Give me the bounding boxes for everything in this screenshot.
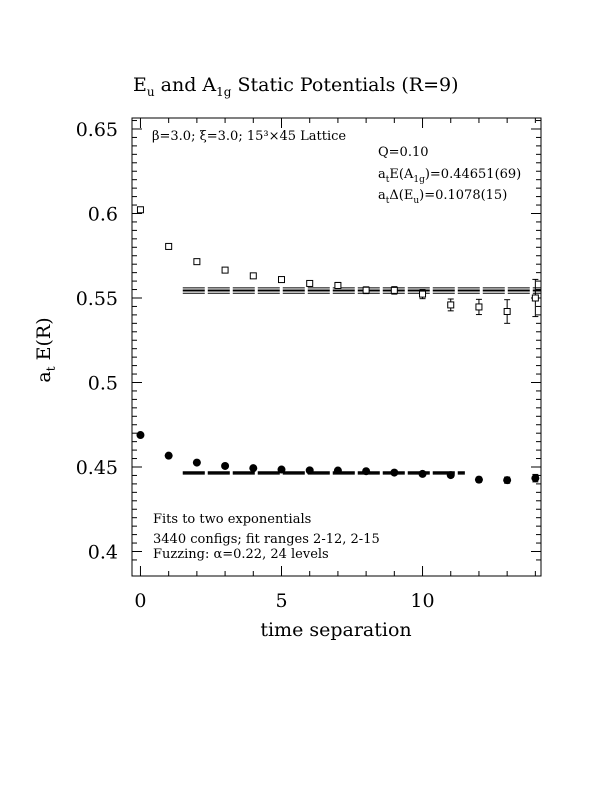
x-tick-label: 0 <box>134 590 146 612</box>
circle-point <box>474 475 483 484</box>
square-point <box>503 308 511 316</box>
circle-point <box>333 466 342 475</box>
y-tick-labels: 0.4 0.45 0.5 0.55 0.6 0.65 <box>76 119 118 564</box>
fuzzing-annotation: Fuzzing: α=0.22, 24 levels <box>153 547 329 562</box>
circle-point <box>418 469 427 478</box>
circle-point <box>277 465 286 474</box>
fits-annotation: Fits to two exponentials <box>153 512 311 527</box>
energy-annotation: atE(A1g)=0.44651(69) <box>378 167 521 185</box>
square-point <box>306 279 314 287</box>
axis-ticks <box>132 118 541 576</box>
circle-point <box>136 431 145 440</box>
square-point <box>531 294 539 302</box>
square-point <box>136 206 144 214</box>
square-point <box>249 272 257 280</box>
square-point <box>362 286 370 294</box>
circle-point <box>305 466 314 475</box>
x-tick-labels: 0 5 10 <box>134 590 434 612</box>
y-axis-label: at E(R) <box>33 317 58 382</box>
square-point <box>277 276 285 284</box>
circle-point <box>221 461 230 470</box>
fit-lines <box>182 287 541 475</box>
circle-point <box>531 474 540 483</box>
configs-annotation: 3440 configs; fit ranges 2-12, 2-15 <box>153 532 380 547</box>
y-tick-label: 0.6 <box>88 203 118 225</box>
circle-point <box>362 467 371 476</box>
circle-point <box>446 471 455 480</box>
circle-point <box>503 476 512 485</box>
y-tick-label: 0.4 <box>88 541 118 563</box>
circle-point <box>192 458 201 467</box>
circle-point <box>249 464 258 473</box>
gap-annotation: atΔ(Eu)=0.1078(15) <box>378 188 507 206</box>
x-tick-label: 10 <box>410 590 434 612</box>
chart-title: Eu and A1g Static Potentials (R=9) <box>133 74 459 99</box>
square-point <box>475 303 483 311</box>
x-tick-label: 5 <box>275 590 287 612</box>
square-point <box>334 281 342 289</box>
circle-point <box>164 451 173 460</box>
square-point <box>390 286 398 294</box>
square-point <box>193 258 201 266</box>
circle-point <box>390 468 399 477</box>
square-point <box>221 266 229 274</box>
y-tick-label: 0.5 <box>88 372 118 394</box>
square-point <box>447 301 455 309</box>
plot-frame <box>131 117 542 577</box>
lattice-annotation: β=3.0; ξ=3.0; 15³×45 Lattice <box>152 129 346 144</box>
y-tick-label: 0.55 <box>76 288 118 310</box>
y-tick-label: 0.65 <box>76 119 118 141</box>
q-annotation: Q=0.10 <box>378 145 429 160</box>
x-axis-label: time separation <box>260 619 411 641</box>
square-point <box>165 242 173 250</box>
data-points <box>136 206 540 485</box>
y-tick-label: 0.45 <box>76 457 118 479</box>
square-point <box>419 290 427 298</box>
